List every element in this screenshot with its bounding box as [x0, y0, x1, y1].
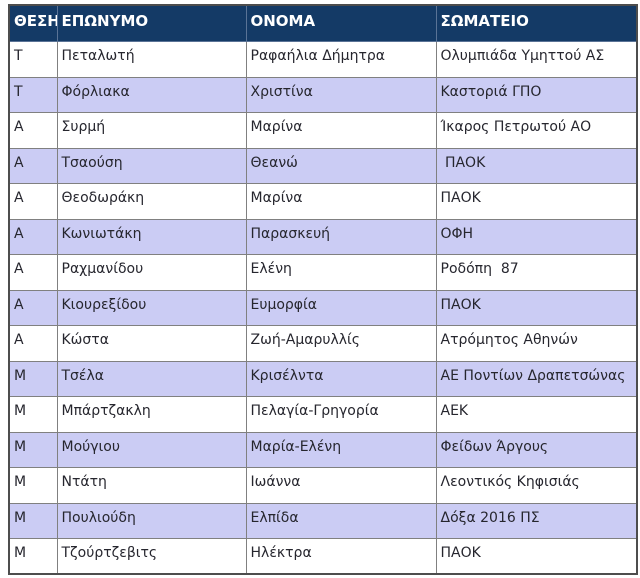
table-row: Α Τσαούση Θεανώ ΠΑΟΚ: [8, 147, 638, 184]
column-header-position: ΘΕΣΗ: [8, 4, 58, 42]
cell-position: Μ: [8, 360, 58, 397]
cell-club: Ίκαρος Πετρωτού ΑΟ: [435, 112, 638, 149]
cell-surname: Μπάρτζακλη: [56, 396, 247, 433]
cell-name: Ευμορφία: [245, 289, 437, 326]
cell-club: ΠΑΟΚ: [435, 538, 638, 575]
roster-table-body: Τ Πεταλωτή Ραφαήλια Δήμητρα Ολυμπιάδα Υμηττ…: [8, 41, 638, 575]
table-row: Μ Πουλιούδη Ελπίδα Δόξα 2016 ΠΣ: [8, 502, 638, 539]
cell-position: Α: [8, 289, 58, 326]
table-row: Α Ραχμανίδου Ελένη Ροδόπη 87: [8, 254, 638, 291]
cell-name: Ιωάννα: [245, 467, 437, 504]
header-row: ΘΕΣΗ ΕΠΩΝΥΜΟ ΟΝΟΜΑ ΣΩΜΑΤΕΙΟ: [8, 4, 638, 42]
cell-surname: Συρμή: [56, 112, 247, 149]
cell-name: Ηλέκτρα: [245, 538, 437, 575]
cell-position: Μ: [8, 431, 58, 468]
cell-position: Μ: [8, 538, 58, 575]
cell-surname: Ντάτη: [56, 467, 247, 504]
roster-table-header: ΘΕΣΗ ΕΠΩΝΥΜΟ ΟΝΟΜΑ ΣΩΜΑΤΕΙΟ: [8, 4, 638, 42]
table-row: Α Θεοδωράκη Μαρίνα ΠΑΟΚ: [8, 183, 638, 220]
cell-position: Τ: [8, 76, 58, 113]
cell-name: Θεανώ: [245, 147, 437, 184]
column-header-name: ΟΝΟΜΑ: [245, 4, 437, 42]
cell-club: Ολυμπιάδα Υμηττού ΑΣ: [435, 41, 638, 78]
cell-name: Ραφαήλια Δήμητρα: [245, 41, 437, 78]
table-row: Μ Τσέλα Κρισέλντα ΑΕ Ποντίων Δραπετσώνας: [8, 360, 638, 397]
cell-surname: Κωνιωτάκη: [56, 218, 247, 255]
cell-name: Μαρία-Ελένη: [245, 431, 437, 468]
roster-table-container: ΘΕΣΗ ΕΠΩΝΥΜΟ ΟΝΟΜΑ ΣΩΜΑΤΕΙΟ Τ Πεταλωτή Ραφ…: [8, 4, 638, 575]
cell-name: Ελένη: [245, 254, 437, 291]
table-row: Μ Μπάρτζακλη Πελαγία-Γρηγορία ΑΕΚ: [8, 396, 638, 433]
cell-club: Λεοντικός Κηφισιάς: [435, 467, 638, 504]
roster-table: ΘΕΣΗ ΕΠΩΝΥΜΟ ΟΝΟΜΑ ΣΩΜΑΤΕΙΟ Τ Πεταλωτή Ραφ…: [8, 4, 638, 575]
cell-club: Φείδων Άργους: [435, 431, 638, 468]
cell-name: Μαρίνα: [245, 183, 437, 220]
cell-surname: Ραχμανίδου: [56, 254, 247, 291]
cell-club: ΑΕ Ποντίων Δραπετσώνας: [435, 360, 638, 397]
cell-name: Μαρίνα: [245, 112, 437, 149]
cell-surname: Κιουρεξίδου: [56, 289, 247, 326]
cell-position: Μ: [8, 502, 58, 539]
table-row: Α Συρμή Μαρίνα Ίκαρος Πετρωτού ΑΟ: [8, 112, 638, 149]
cell-surname: Μούγιου: [56, 431, 247, 468]
table-row: Α Κωνιωτάκη Παρασκευή ΟΦΗ: [8, 218, 638, 255]
table-row: Τ Φόρλιακα Χριστίνα Καστοριά ΓΠΟ: [8, 76, 638, 113]
cell-surname: Τζούρτζεβιτς: [56, 538, 247, 575]
cell-club: ΑΕΚ: [435, 396, 638, 433]
cell-club: ΠΑΟΚ: [435, 289, 638, 326]
cell-position: Α: [8, 218, 58, 255]
cell-name: Κρισέλντα: [245, 360, 437, 397]
column-header-surname: ΕΠΩΝΥΜΟ: [56, 4, 247, 42]
cell-surname: Πουλιούδη: [56, 502, 247, 539]
cell-position: Α: [8, 147, 58, 184]
cell-surname: Πεταλωτή: [56, 41, 247, 78]
table-row: Τ Πεταλωτή Ραφαήλια Δήμητρα Ολυμπιάδα Υμηττ…: [8, 41, 638, 78]
cell-position: Α: [8, 112, 58, 149]
cell-position: Α: [8, 325, 58, 362]
cell-name: Ζωή-Αμαρυλλίς: [245, 325, 437, 362]
table-row: Μ Τζούρτζεβιτς Ηλέκτρα ΠΑΟΚ: [8, 538, 638, 575]
cell-name: Χριστίνα: [245, 76, 437, 113]
cell-surname: Τσαούση: [56, 147, 247, 184]
cell-position: Τ: [8, 41, 58, 78]
cell-position: Α: [8, 254, 58, 291]
cell-club: Δόξα 2016 ΠΣ: [435, 502, 638, 539]
table-row: Α Κώστα Ζωή-Αμαρυλλίς Ατρόμητος Αθηνών: [8, 325, 638, 362]
cell-club: Ατρόμητος Αθηνών: [435, 325, 638, 362]
cell-club: ΠΑΟΚ: [435, 183, 638, 220]
table-row: Μ Ντάτη Ιωάννα Λεοντικός Κηφισιάς: [8, 467, 638, 504]
cell-surname: Θεοδωράκη: [56, 183, 247, 220]
cell-name: Ελπίδα: [245, 502, 437, 539]
table-row: Α Κιουρεξίδου Ευμορφία ΠΑΟΚ: [8, 289, 638, 326]
table-row: Μ Μούγιου Μαρία-Ελένη Φείδων Άργους: [8, 431, 638, 468]
cell-club: Καστοριά ΓΠΟ: [435, 76, 638, 113]
cell-club: ΠΑΟΚ: [435, 147, 638, 184]
cell-name: Παρασκευή: [245, 218, 437, 255]
cell-surname: Φόρλιακα: [56, 76, 247, 113]
cell-position: Μ: [8, 467, 58, 504]
cell-club: Ροδόπη 87: [435, 254, 638, 291]
column-header-club: ΣΩΜΑΤΕΙΟ: [435, 4, 638, 42]
cell-position: Μ: [8, 396, 58, 433]
cell-surname: Τσέλα: [56, 360, 247, 397]
cell-surname: Κώστα: [56, 325, 247, 362]
cell-name: Πελαγία-Γρηγορία: [245, 396, 437, 433]
cell-club: ΟΦΗ: [435, 218, 638, 255]
cell-position: Α: [8, 183, 58, 220]
